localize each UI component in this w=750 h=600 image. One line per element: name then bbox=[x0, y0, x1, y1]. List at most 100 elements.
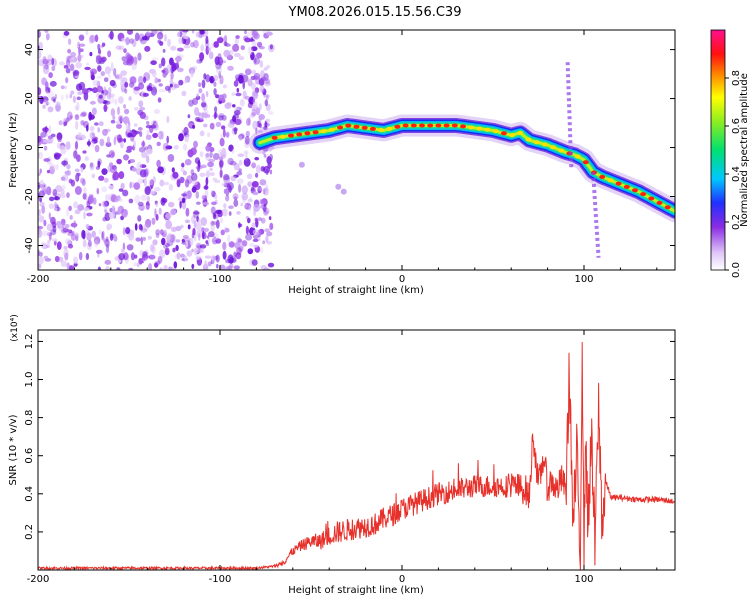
noise-speckle bbox=[143, 205, 151, 210]
noise-speckle bbox=[74, 168, 80, 173]
noise-speckle bbox=[200, 164, 207, 169]
noise-speckle bbox=[38, 96, 42, 100]
noise-speckle bbox=[83, 207, 90, 212]
noise-speckle bbox=[66, 169, 71, 176]
noise-speckle bbox=[213, 81, 217, 87]
ridge-hotspot bbox=[378, 128, 385, 132]
noise-speckle bbox=[257, 217, 262, 222]
noise-speckle bbox=[250, 37, 254, 42]
noise-speckle bbox=[64, 85, 67, 90]
noise-speckle bbox=[264, 184, 269, 192]
noise-speckle bbox=[235, 92, 242, 97]
noise-speckle bbox=[144, 146, 148, 151]
noise-speckle bbox=[215, 65, 222, 75]
y-tick-label: -40 bbox=[24, 237, 35, 253]
noise-speckle bbox=[115, 73, 123, 80]
noise-speckle bbox=[125, 124, 131, 133]
noise-speckle bbox=[228, 205, 234, 209]
noise-speckle bbox=[259, 204, 264, 209]
noise-speckle bbox=[70, 233, 76, 241]
noise-speckle bbox=[183, 237, 191, 242]
noise-speckle bbox=[223, 49, 231, 58]
noise-speckle bbox=[191, 30, 195, 34]
ridge-hotspot bbox=[394, 124, 401, 129]
noise-speckle bbox=[220, 229, 225, 236]
ridge-hotspot bbox=[427, 123, 434, 128]
noise-speckle bbox=[97, 65, 102, 72]
noise-speckle bbox=[177, 31, 182, 38]
noise-speckle bbox=[187, 224, 191, 230]
noise-speckle bbox=[126, 244, 134, 251]
noise-speckle bbox=[77, 204, 85, 211]
noise-speckle bbox=[106, 223, 113, 230]
noise-speckle bbox=[128, 198, 134, 204]
noise-speckle bbox=[138, 75, 144, 85]
noise-speckle bbox=[266, 64, 271, 69]
noise-speckle bbox=[161, 237, 166, 246]
noise-speckle bbox=[201, 195, 208, 200]
noise-speckle bbox=[94, 122, 99, 126]
noise-speckle bbox=[103, 177, 109, 183]
noise-speckle bbox=[109, 165, 117, 174]
noise-speckle bbox=[150, 60, 157, 66]
noise-speckle bbox=[104, 66, 111, 75]
ridge-hotspot bbox=[558, 148, 565, 153]
noise-speckle bbox=[213, 41, 219, 48]
noise-speckle bbox=[96, 187, 100, 195]
noise-speckle bbox=[149, 244, 155, 252]
noise-speckle bbox=[147, 235, 152, 240]
noise-speckle bbox=[184, 135, 189, 143]
noise-speckle bbox=[181, 200, 187, 210]
noise-speckle bbox=[54, 255, 60, 263]
noise-speckle bbox=[99, 138, 105, 147]
noise-speckle bbox=[112, 171, 120, 181]
noise-speckle bbox=[79, 112, 87, 118]
noise-speckle bbox=[110, 108, 116, 117]
noise-speckle bbox=[84, 156, 89, 162]
noise-speckle bbox=[82, 88, 89, 95]
noise-speckle bbox=[263, 154, 267, 158]
noise-speckle bbox=[179, 176, 185, 184]
noise-speckle bbox=[200, 217, 208, 226]
noise-speckle bbox=[55, 164, 59, 171]
noise-speckle bbox=[193, 220, 197, 229]
noise-blob bbox=[335, 183, 342, 190]
noise-speckle bbox=[250, 186, 255, 192]
noise-speckle bbox=[90, 68, 97, 75]
noise-speckle bbox=[65, 117, 70, 123]
noise-speckle bbox=[228, 185, 232, 193]
noise-speckle bbox=[245, 233, 253, 241]
noise-speckle bbox=[145, 201, 150, 210]
noise-speckle bbox=[130, 252, 135, 261]
noise-speckle bbox=[113, 68, 117, 77]
noise-speckle bbox=[251, 69, 257, 75]
noise-speckle bbox=[200, 102, 207, 108]
noise-speckle bbox=[117, 106, 120, 115]
noise-speckle bbox=[179, 31, 183, 38]
noise-speckle bbox=[38, 30, 41, 38]
noise-speckle bbox=[250, 46, 258, 52]
ridge-hotspot bbox=[541, 142, 548, 147]
noise-speckle bbox=[84, 229, 90, 235]
noise-speckle bbox=[253, 244, 259, 248]
noise-speckle bbox=[184, 255, 187, 262]
noise-speckle bbox=[159, 179, 165, 187]
noise-speckle bbox=[156, 141, 161, 147]
noise-speckle bbox=[48, 233, 52, 241]
noise-speckle bbox=[167, 38, 171, 47]
noise-speckle bbox=[141, 35, 148, 41]
noise-speckle bbox=[160, 197, 166, 206]
noise-speckle bbox=[199, 151, 204, 158]
noise-speckle bbox=[89, 125, 95, 132]
noise-speckle bbox=[218, 70, 221, 79]
noise-speckle bbox=[252, 101, 258, 109]
noise-speckle bbox=[205, 90, 209, 98]
noise-speckle bbox=[207, 161, 215, 168]
y-tick-label: 0.6 bbox=[24, 448, 35, 464]
noise-speckle bbox=[38, 172, 41, 176]
noise-speckle bbox=[123, 104, 126, 109]
noise-speckle bbox=[148, 179, 154, 186]
noise-speckle bbox=[173, 145, 179, 150]
noise-speckle bbox=[139, 249, 144, 257]
